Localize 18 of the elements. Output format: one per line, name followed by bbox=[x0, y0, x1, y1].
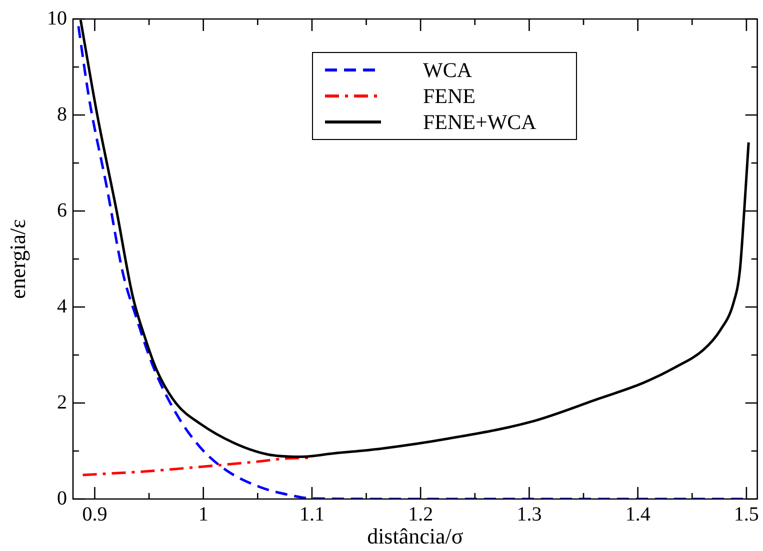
x-tick-label: 1.4 bbox=[625, 503, 650, 526]
x-tick-label: 1 bbox=[198, 503, 208, 526]
x-axis-title: distância/σ bbox=[367, 524, 464, 549]
y-tick-label: 10 bbox=[47, 7, 67, 30]
x-tick-label: 0.9 bbox=[82, 503, 108, 526]
x-tick-label: 1.3 bbox=[516, 503, 542, 526]
y-tick-label: 6 bbox=[57, 199, 67, 222]
y-tick-label: 8 bbox=[57, 103, 67, 126]
legend-label: FENE+WCA bbox=[423, 109, 536, 135]
y-tick-label: 0 bbox=[57, 487, 67, 510]
x-tick-label: 1.5 bbox=[734, 503, 759, 526]
x-tick-label: 1.1 bbox=[299, 503, 324, 526]
y-tick-label: 4 bbox=[57, 295, 67, 318]
legend-label: WCA bbox=[423, 57, 472, 83]
y-tick-label: 2 bbox=[57, 391, 67, 414]
legend-label: FENE bbox=[423, 83, 476, 109]
y-axis-title: energia/ε bbox=[4, 219, 30, 299]
x-tick-label: 1.2 bbox=[408, 503, 434, 526]
